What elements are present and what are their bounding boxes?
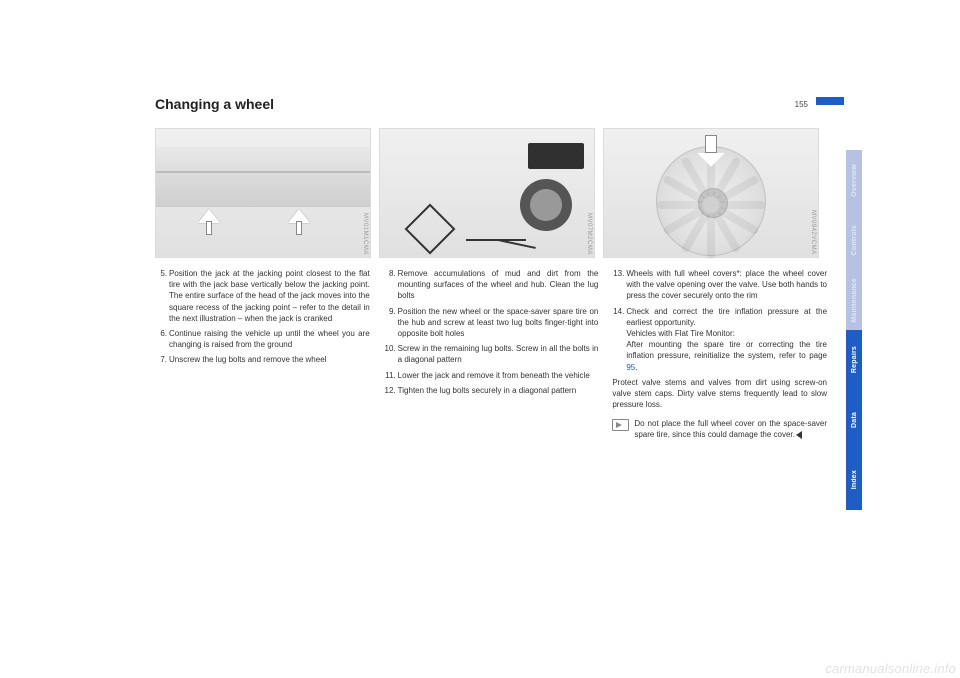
column-3: 13.Wheels with full wheel covers*: place… [612, 268, 827, 449]
jacking-arrow-rear [288, 209, 310, 239]
watermark: carmanualsonline.info [825, 661, 956, 676]
wheel-arch [528, 143, 584, 169]
step-text: Tighten the lug bolts securely in a diag… [398, 386, 576, 395]
page: 155 Changing a wheel MV01M1CMA MV07M2CMA [0, 0, 960, 678]
step-text: Continue raising the vehicle up until th… [169, 329, 370, 349]
tab-label: Overview [851, 164, 858, 197]
step-text: Remove accumulations of mud and dirt fro… [398, 269, 599, 300]
section-tab-controls[interactable]: Controls [846, 210, 862, 270]
wheel-shape [520, 179, 572, 231]
step-number: 9. [384, 306, 396, 317]
car-side-shape [156, 147, 370, 207]
figure-id: MV01M1CMA [362, 213, 368, 255]
steps-list-1: 5.Position the jack at the jacking point… [155, 268, 370, 366]
caution-notice: Do not place the full wheel cover on the… [612, 418, 827, 440]
tab-label: Repairs [851, 346, 858, 373]
figure-jack-detail: MV07M2CMA [379, 128, 595, 258]
step-number: 10. [384, 343, 396, 354]
section-tab-maintenance[interactable]: Maintenance [846, 270, 862, 330]
valve-stem-paragraph: Protect valve stems and valves from dirt… [612, 377, 827, 411]
page-reference-link[interactable]: 95 [626, 363, 635, 372]
steps-list-2: 8.Remove accumulations of mud and dirt f… [384, 268, 599, 396]
figure-jacking-points: MV01M1CMA [155, 128, 371, 258]
figure-id: MV0942VCMA [810, 210, 816, 255]
section-tab-repairs[interactable]: Repairs [846, 330, 862, 390]
step-item: 5.Position the jack at the jacking point… [169, 268, 370, 324]
step-number: 7. [155, 354, 167, 365]
step-number: 12. [384, 385, 396, 396]
steps-list-3: 13.Wheels with full wheel covers*: place… [612, 268, 827, 373]
step-text: Screw in the remaining lug bolts. Screw … [398, 344, 599, 364]
step-item: 12.Tighten the lug bolts securely in a d… [398, 385, 599, 396]
caution-icon [612, 419, 629, 431]
rocker-line [156, 171, 370, 173]
column-1: 5.Position the jack at the jacking point… [155, 268, 370, 449]
press-down-arrow [697, 135, 725, 167]
tab-label: Data [851, 412, 858, 428]
text-columns: 5.Position the jack at the jacking point… [155, 268, 827, 449]
step-item: 6.Continue raising the vehicle up until … [169, 328, 370, 350]
step-text: Wheels with full wheel covers*: place th… [626, 269, 827, 300]
tab-label: Index [851, 470, 858, 489]
section-tab-overview[interactable]: Overview [846, 150, 862, 210]
step-item: 10.Screw in the remaining lug bolts. Scr… [398, 343, 599, 365]
page-title: Changing a wheel [155, 96, 827, 112]
figure-row: MV01M1CMA MV07M2CMA [155, 128, 827, 258]
content-area: Changing a wheel MV01M1CMA MV07M2CMA [155, 96, 827, 449]
step-text: . [635, 363, 637, 372]
step-text: Unscrew the lug bolts and remove the whe… [169, 355, 326, 364]
figure-wheel-cover: MV0942VCMA [603, 128, 819, 258]
caution-text: Do not place the full wheel cover on the… [634, 419, 827, 439]
step-text: Check and correct the tire inflation pre… [626, 307, 827, 361]
end-marker-icon [796, 431, 802, 439]
step-text: Position the jack at the jacking point c… [169, 269, 370, 323]
tab-label: Maintenance [851, 278, 858, 323]
step-text: Lower the jack and remove it from beneat… [398, 371, 590, 380]
column-2: 8.Remove accumulations of mud and dirt f… [384, 268, 599, 449]
step-number: 11. [384, 370, 396, 381]
step-item: 14.Check and correct the tire inflation … [626, 306, 827, 373]
step-item: 8.Remove accumulations of mud and dirt f… [398, 268, 599, 302]
step-number: 13. [612, 268, 624, 279]
step-text: Position the new wheel or the space-save… [398, 307, 599, 338]
section-tabs: Overview Controls Maintenance Repairs Data In… [846, 150, 862, 510]
step-number: 8. [384, 268, 396, 279]
step-number: 6. [155, 328, 167, 339]
step-item: 13.Wheels with full wheel covers*: place… [626, 268, 827, 302]
step-item: 9.Position the new wheel or the space-sa… [398, 306, 599, 340]
step-item: 11.Lower the jack and remove it from ben… [398, 370, 599, 381]
jacking-arrow-front [198, 209, 220, 239]
step-item: 7.Unscrew the lug bolts and remove the w… [169, 354, 370, 365]
step-number: 14. [612, 306, 624, 317]
section-tab-index[interactable]: Index [846, 450, 862, 510]
tab-label: Controls [851, 225, 858, 255]
section-tab-data[interactable]: Data [846, 390, 862, 450]
figure-id: MV07M2CMA [586, 213, 592, 255]
jack-handle [466, 239, 526, 241]
step-number: 5. [155, 268, 167, 279]
